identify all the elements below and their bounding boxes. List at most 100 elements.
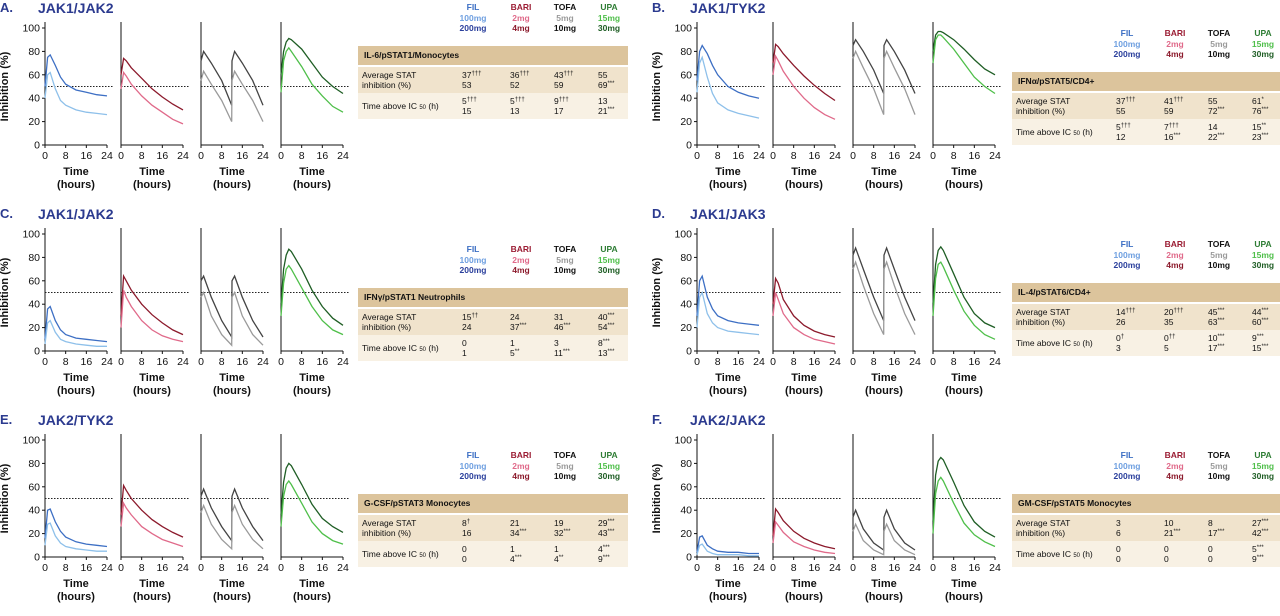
drug-header-tofa: TOFA 5mg 10mg: [540, 450, 590, 482]
drug-header-fil: FIL 100mg 200mg: [448, 450, 498, 482]
significance-marker: *: [1261, 97, 1264, 103]
low-dose-value: 5†††: [462, 96, 477, 106]
high-dose-value: 5**: [510, 348, 520, 358]
drug-name: FIL: [466, 244, 480, 254]
drug-low-dose: 5mg: [1210, 38, 1228, 49]
low-dose-value: 8***: [598, 338, 610, 348]
drug-name: BARI: [510, 450, 532, 460]
row-label-text: Time above IC: [1016, 549, 1074, 559]
x-axis-label-unit: (hours): [785, 179, 823, 191]
series-line-bari-4mg: [120, 273, 184, 336]
x-tick-label: 8: [299, 562, 305, 574]
x-axis-label: Time: [139, 372, 164, 384]
value-cell-bari: 21 34***: [510, 518, 560, 538]
high-dose-value: 24: [462, 322, 472, 332]
high-dose-value: 23***: [1252, 132, 1269, 142]
significance-marker: ***: [1256, 555, 1264, 561]
drug-header-bari: BARI 2mg 4mg: [496, 450, 546, 482]
low-dose-value: 43†††: [554, 70, 574, 80]
drug-high-dose: 10mg: [553, 471, 577, 481]
value-cell-tofa: 9††† 17: [554, 96, 604, 116]
x-tick-label: 0: [42, 150, 48, 162]
x-tick-label: 8: [63, 150, 69, 162]
y-tick-label: 80: [680, 46, 692, 58]
low-dose-value: 55: [1208, 96, 1218, 106]
x-tick-label: 16: [156, 356, 168, 368]
row-label-line: inhibition (%): [362, 528, 412, 538]
series-line-upa-15mg: [932, 261, 996, 340]
drug-high-dose: 200mg: [459, 265, 487, 275]
panel-e: E. JAK2/TYK2 Inhibition (%) 0 20 40 60 80 100 0…: [0, 412, 636, 616]
time-above-ic50-row: Time above IC 50 (h) 0† 3 0†† 5 10*** 17*** 9**…: [1012, 330, 1280, 356]
drug-name: FIL: [1120, 450, 1134, 460]
low-dose-value: 37†††: [1116, 96, 1136, 106]
x-axis-label-unit: (hours): [213, 591, 251, 603]
low-dose-value: 27***: [1252, 518, 1269, 528]
low-dose-value: 15††: [462, 312, 479, 322]
panel-label: D.: [652, 206, 665, 221]
ic50-subscript: 50: [419, 553, 427, 559]
low-dose-value: 41†††: [1164, 96, 1184, 106]
time-above-ic50-row: Time above IC 50 (h) 0 0 1 4*** 1 4** 4*** 9***: [358, 541, 628, 567]
series-line-tofa-5mg: [852, 260, 916, 335]
row-label-line: Average STAT: [362, 70, 417, 80]
x-tick-label: 8: [791, 150, 797, 162]
y-axis-label: Inhibition (%): [0, 463, 11, 533]
panel-label: F.: [652, 412, 663, 427]
high-dose-value: 37***: [510, 322, 527, 332]
significance-marker: ***: [1217, 529, 1225, 535]
drug-high-dose: 10mg: [553, 265, 577, 275]
x-tick-label: 16: [732, 562, 744, 574]
drug-high-dose: 10mg: [1207, 49, 1231, 59]
average-inhibition-row: Average STAT inhibition (%) 37††† 53 36††† 52…: [358, 67, 628, 93]
x-axis-label: Time: [219, 166, 244, 178]
drug-low-dose: 2mg: [512, 460, 530, 471]
average-inhibition-row: Average STAT inhibition (%) 3 6 10 21*** 8 17**…: [1012, 515, 1280, 541]
x-tick-label: 0: [930, 562, 936, 574]
drug-header-row: FIL 100mg 200mg BARI 2mg 4mg TOFA 5mg 10mg UPA 15m…: [1012, 28, 1280, 72]
row-label: Average STAT inhibition (%): [362, 70, 472, 90]
low-dose-value: 24: [510, 312, 520, 322]
significance-marker: ***: [1173, 133, 1181, 139]
value-cell-fil: 5††† 12: [1116, 122, 1166, 142]
low-dose-value: 3: [554, 338, 559, 348]
y-axis-label: Inhibition (%): [651, 257, 663, 327]
series-line-fil-100mg: [696, 290, 760, 336]
significance-marker: †††: [1125, 308, 1136, 314]
value-cell-tofa: 14 22***: [1208, 122, 1258, 142]
x-tick-label: 0: [694, 562, 700, 574]
x-tick-label: 24: [101, 356, 113, 368]
y-axis-label: Inhibition (%): [0, 51, 11, 121]
y-tick-label: 20: [680, 116, 692, 128]
x-tick-label: 0: [278, 150, 284, 162]
value-cell-bari: 24 37***: [510, 312, 560, 332]
x-axis-label-unit: (hours): [945, 385, 983, 397]
y-tick-label: 20: [680, 322, 692, 334]
drug-high-dose: 10mg: [1207, 260, 1231, 270]
panel-title: JAK2/JAK2: [690, 412, 766, 428]
x-axis-label: Time: [715, 372, 740, 384]
x-tick-label: 16: [968, 562, 980, 574]
high-dose-value: 0: [1164, 554, 1169, 564]
drug-high-dose: 200mg: [1113, 471, 1141, 481]
high-dose-value: 53: [462, 80, 472, 90]
row-label-line: inhibition (%): [362, 80, 412, 90]
x-tick-label: 24: [177, 356, 189, 368]
low-dose-value: 37†††: [462, 70, 482, 80]
drug-low-dose: 100mg: [459, 12, 487, 23]
significance-marker: ***: [1261, 529, 1269, 535]
x-tick-label: 16: [156, 562, 168, 574]
high-dose-value: 11***: [554, 348, 570, 358]
average-inhibition-row: Average STAT inhibition (%) 8† 16 21 34*** 19 3…: [358, 515, 628, 541]
low-dose-value: 15**: [1252, 122, 1267, 132]
value-cell-tofa: 19 32***: [554, 518, 604, 538]
x-axis-label: Time: [951, 166, 976, 178]
drug-header-bari: BARI 2mg 4mg: [496, 2, 546, 34]
row-label: Time above IC 50 (h): [1016, 549, 1126, 561]
x-tick-label: 24: [337, 356, 349, 368]
x-tick-label: 16: [888, 356, 900, 368]
x-axis-label-unit: (hours): [213, 385, 251, 397]
